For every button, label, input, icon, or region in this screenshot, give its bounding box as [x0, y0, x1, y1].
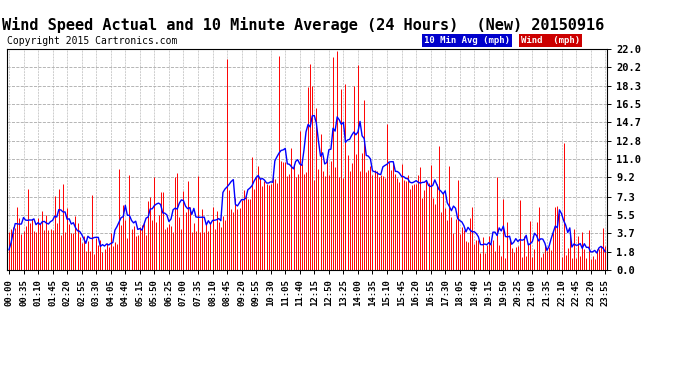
- Text: Copyright 2015 Cartronics.com: Copyright 2015 Cartronics.com: [7, 36, 177, 46]
- Text: 10 Min Avg (mph): 10 Min Avg (mph): [424, 36, 511, 45]
- Text: Wind Speed Actual and 10 Minute Average (24 Hours)  (New) 20150916: Wind Speed Actual and 10 Minute Average …: [3, 17, 604, 33]
- Text: Wind  (mph): Wind (mph): [521, 36, 580, 45]
